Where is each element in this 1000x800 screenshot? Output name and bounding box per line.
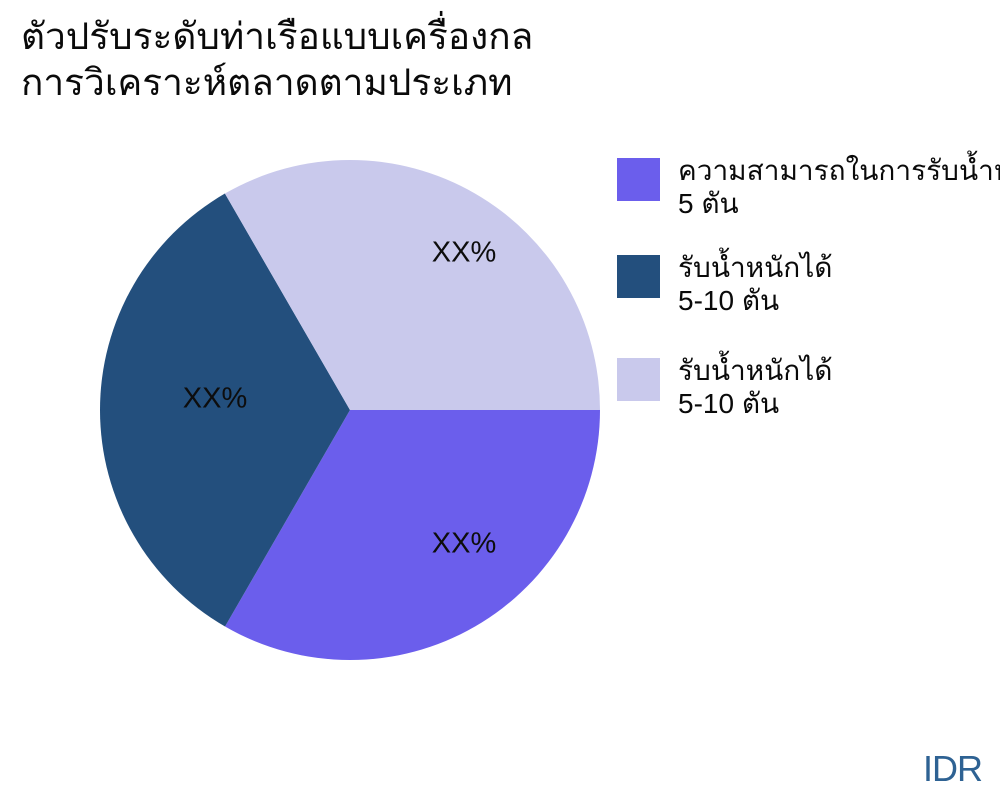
chart-title: ตัวปรับระดับท่าเรือแบบเครื่องกล การวิเคร… — [21, 14, 533, 106]
legend-swatch-0 — [617, 158, 660, 201]
legend-item-1[interactable]: รับน้ำหนักได้ 5-10 ตัน — [617, 252, 833, 317]
legend-swatch-2 — [617, 358, 660, 401]
pie-chart[interactable] — [99, 159, 601, 661]
legend-label-1-line2: 5-10 ตัน — [678, 285, 780, 316]
pie-slice-label-1: XX% — [182, 382, 248, 415]
pie-slice-2[interactable] — [224, 159, 600, 410]
chart-title-line1: ตัวปรับระดับท่าเรือแบบเครื่องกล — [21, 16, 534, 57]
pie-slice-1[interactable] — [99, 193, 351, 627]
legend-swatch-1 — [617, 255, 660, 298]
legend-item-2[interactable]: รับน้ำหนักได้ 5-10 ตัน — [617, 355, 833, 420]
pie-slice-label-2: XX% — [431, 236, 497, 269]
legend-label-1: รับน้ำหนักได้ 5-10 ตัน — [678, 251, 833, 317]
legend-label-2-line1: รับน้ำหนักได้ — [678, 355, 833, 386]
legend-label-0-line1: ความสามารถในการรับน้ำห — [678, 155, 1000, 186]
pie-slice-label-0: XX% — [431, 527, 497, 560]
legend-label-2-line2: 5-10 ตัน — [678, 388, 780, 419]
pie-slice-0[interactable] — [225, 410, 600, 660]
legend-item-0[interactable]: ความสามารถในการรับน้ำห 5 ตัน — [617, 155, 1000, 220]
legend-label-0: ความสามารถในการรับน้ำห 5 ตัน — [678, 154, 1000, 220]
legend-label-1-line1: รับน้ำหนักได้ — [678, 252, 833, 283]
currency-label: IDR — [923, 748, 983, 789]
chart-title-line2: การวิเคราะห์ตลาดตามประเภท — [21, 62, 513, 103]
legend-label-2: รับน้ำหนักได้ 5-10 ตัน — [678, 354, 833, 420]
legend-label-0-line2: 5 ตัน — [678, 188, 739, 219]
